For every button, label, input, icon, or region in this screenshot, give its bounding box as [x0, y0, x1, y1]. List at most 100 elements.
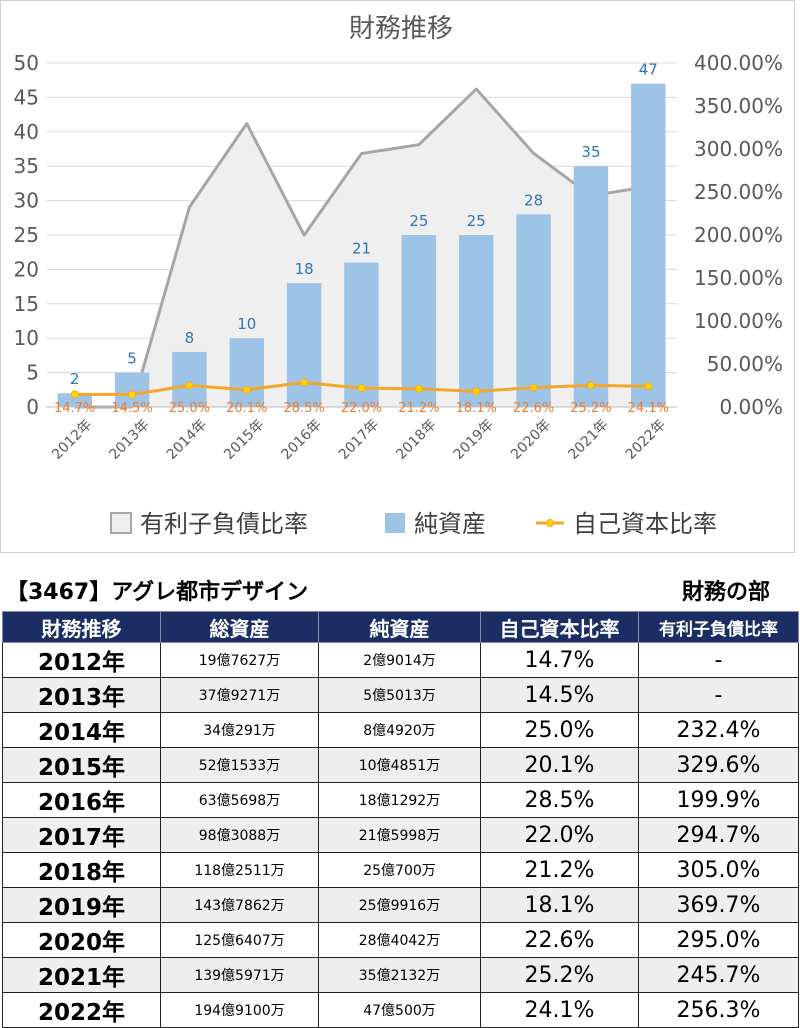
cell-net-assets: 5億5013万 — [318, 677, 481, 713]
equity-ratio-label: 25.2% — [570, 401, 611, 416]
net-assets-bar — [114, 372, 150, 407]
x-category-label: 2019年 — [451, 417, 497, 463]
header-equity-ratio: 自己資本比率 — [480, 611, 639, 643]
y-left-tick-label: 30 — [14, 189, 39, 213]
bar-value-label: 25 — [409, 212, 428, 230]
equity-ratio-label: 22.6% — [513, 401, 554, 416]
legend-label-debt-ratio: 有利子負債比率 — [140, 510, 308, 538]
net-assets-bar — [459, 235, 494, 407]
cell-total-assets: 52億1533万 — [160, 747, 319, 783]
cell-equity-ratio: 25.2% — [480, 957, 639, 993]
table-row: 2021年 139億5971万 35億2132万 25.2% 245.7% — [2, 957, 799, 993]
table-row: 2012年 19億7627万 2億9014万 14.7% - — [2, 642, 799, 678]
cell-net-assets: 21億5998万 — [318, 817, 481, 853]
bar-value-label: 47 — [639, 61, 658, 79]
legend-swatch-net-assets — [385, 513, 405, 533]
cell-net-assets: 35億2132万 — [318, 957, 481, 993]
bar-value-label: 8 — [185, 329, 195, 347]
legend-swatch-debt-ratio — [110, 512, 132, 534]
x-category-label: 2013年 — [106, 417, 152, 463]
net-assets-bar — [344, 262, 379, 407]
net-assets-bar — [516, 214, 551, 407]
equity-ratio-point — [185, 381, 194, 390]
equity-ratio-point — [70, 390, 79, 399]
y-left-tick-label: 35 — [14, 154, 39, 178]
cell-net-assets: 25億700万 — [318, 852, 481, 888]
net-assets-bar — [229, 338, 264, 407]
y-left-tick-label: 40 — [14, 120, 39, 144]
debt-ratio-area — [74, 89, 649, 408]
cell-year: 2022年 — [2, 992, 161, 1028]
bar-value-label: 35 — [581, 143, 600, 161]
cell-debt-ratio: - — [638, 677, 799, 713]
y-right-tick-label: 200.00% — [694, 223, 783, 247]
equity-ratio-point — [242, 385, 251, 394]
bar-value-label: 2 — [70, 370, 80, 388]
y-left-tick-label: 10 — [14, 326, 39, 350]
table-row: 2017年 98億3088万 21億5998万 22.0% 294.7% — [2, 817, 799, 853]
net-assets-bar — [631, 83, 666, 407]
cell-equity-ratio: 14.7% — [480, 642, 639, 678]
cell-net-assets: 18億1292万 — [318, 782, 481, 818]
equity-ratio-point — [414, 384, 423, 393]
equity-ratio-label: 14.7% — [54, 401, 95, 416]
cell-equity-ratio: 21.2% — [480, 852, 639, 888]
bar-value-label: 21 — [352, 240, 371, 258]
table-row: 2020年 125億6407万 28億4042万 22.6% 295.0% — [2, 922, 799, 958]
cell-net-assets: 28億4042万 — [318, 922, 481, 958]
finance-chart: 財務推移051015202530354045500.00%50.00%100.0… — [14, 14, 783, 538]
x-category-label: 2022年 — [623, 417, 669, 463]
equity-ratio-point — [472, 387, 481, 396]
cell-debt-ratio: 256.3% — [638, 992, 799, 1028]
cell-year: 2019年 — [2, 887, 161, 923]
equity-ratio-label: 18.1% — [456, 401, 497, 416]
chart-title: 財務推移 — [349, 14, 453, 44]
cell-equity-ratio: 18.1% — [480, 887, 639, 923]
equity-ratio-point — [529, 383, 538, 392]
header-debt-ratio: 有利子負債比率 — [638, 611, 799, 643]
equity-ratio-point — [586, 381, 595, 390]
y-right-tick-label: 250.00% — [694, 180, 783, 204]
legend-marker-equity-ratio — [546, 519, 554, 527]
table-row: 2018年 118億2511万 25億700万 21.2% 305.0% — [2, 852, 799, 888]
y-left-tick-label: 50 — [14, 51, 39, 75]
cell-equity-ratio: 25.0% — [480, 712, 639, 748]
table-row: 2019年 143億7862万 25億9916万 18.1% 369.7% — [2, 887, 799, 923]
y-left-tick-label: 5 — [26, 361, 39, 385]
cell-equity-ratio: 20.1% — [480, 747, 639, 783]
net-assets-bar — [573, 166, 609, 407]
cell-year: 2016年 — [2, 782, 161, 818]
bar-value-label: 5 — [127, 350, 137, 368]
legend-label-net-assets: 純資産 — [414, 510, 486, 538]
cell-equity-ratio: 22.0% — [480, 817, 639, 853]
x-category-label: 2015年 — [221, 417, 267, 463]
equity-ratio-label: 20.1% — [226, 401, 267, 416]
y-right-tick-label: 150.00% — [694, 266, 783, 290]
cell-net-assets: 47億500万 — [318, 992, 481, 1028]
x-category-label: 2012年 — [49, 417, 95, 463]
y-left-tick-label: 45 — [14, 85, 39, 109]
debt-ratio-line — [74, 87, 649, 409]
bar-value-label: 25 — [467, 212, 486, 230]
equity-ratio-label: 14.5% — [111, 401, 152, 416]
equity-ratio-point — [357, 384, 366, 393]
cell-year: 2018年 — [2, 852, 161, 888]
y-right-tick-label: 0.00% — [719, 395, 783, 419]
cell-year: 2020年 — [2, 922, 161, 958]
x-category-label: 2017年 — [336, 417, 382, 463]
table-header-row: 財務推移 総資産 純資産 自己資本比率 有利子負債比率 — [2, 611, 799, 643]
y-left-tick-label: 15 — [14, 292, 39, 316]
cell-debt-ratio: 305.0% — [638, 852, 799, 888]
equity-ratio-label: 21.2% — [398, 401, 439, 416]
cell-total-assets: 19億7627万 — [160, 642, 319, 678]
table-row: 2013年 37億9271万 5億5013万 14.5% - — [2, 677, 799, 713]
equity-ratio-label: 22.0% — [341, 401, 382, 416]
finance-table: 財務推移 総資産 純資産 自己資本比率 有利子負債比率 2012年 19億7627… — [2, 611, 799, 1028]
cell-total-assets: 118億2511万 — [160, 852, 319, 888]
cell-debt-ratio: 245.7% — [638, 957, 799, 993]
cell-total-assets: 143億7862万 — [160, 887, 319, 923]
x-category-label: 2016年 — [279, 417, 325, 463]
cell-equity-ratio: 14.5% — [480, 677, 639, 713]
cell-total-assets: 194億9100万 — [160, 992, 319, 1028]
y-right-tick-label: 50.00% — [707, 352, 783, 376]
